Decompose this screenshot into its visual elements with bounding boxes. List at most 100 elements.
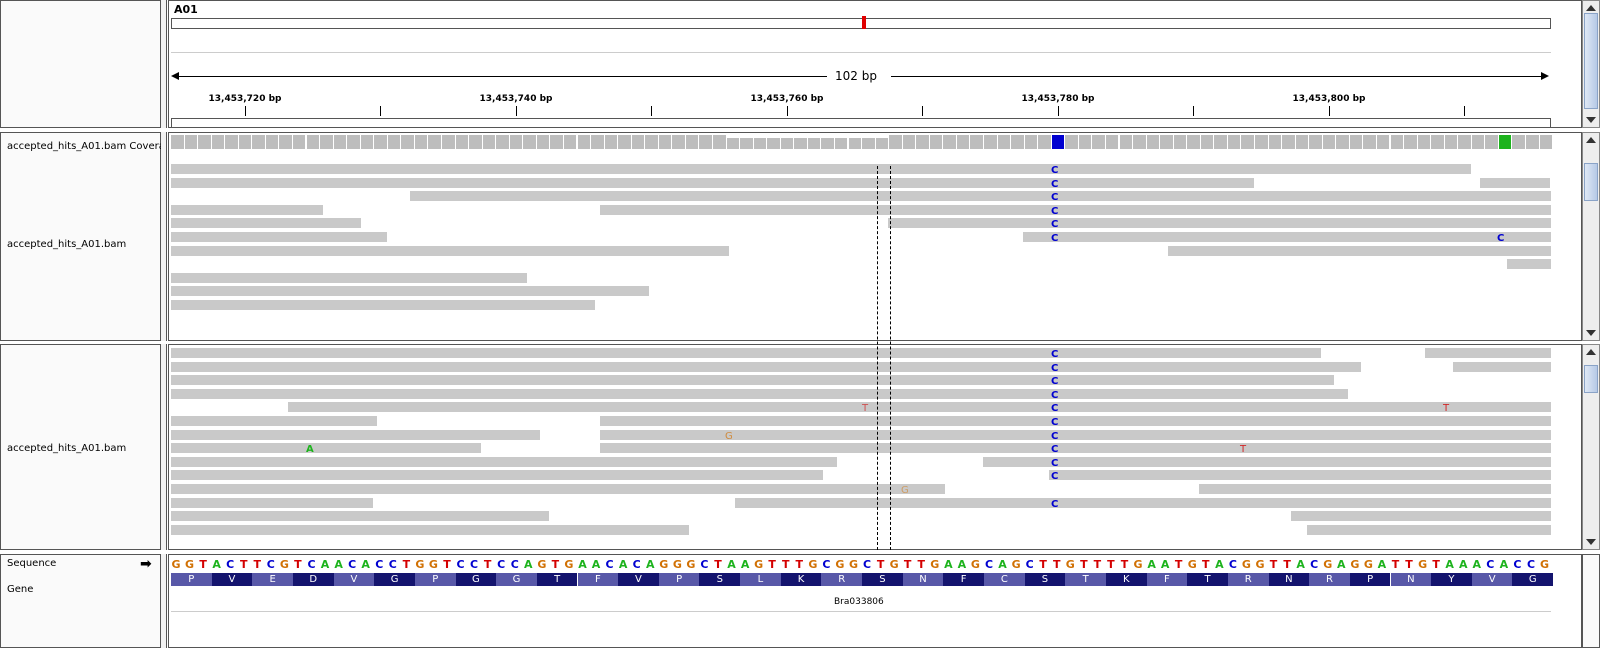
scroll-up-icon[interactable] [1586,349,1596,355]
coverage-bar [550,135,564,149]
tick [922,106,923,116]
coverage-bar [780,138,795,149]
sequence-base: G [970,558,980,571]
alignment-track-label-1[interactable]: accepted_hits_A01.bam [7,239,127,250]
tick [1193,106,1194,116]
sequence-base: T [1080,558,1088,571]
ruler-area[interactable]: A01 102 bp 13,453,720 bp 13,453,740 bp 1… [168,0,1582,128]
coverage-bar [238,135,253,149]
scroll-down-icon[interactable] [1586,539,1596,545]
sequence-base: C [1526,558,1536,571]
coverage-bar [265,135,280,149]
mismatch-base: C [1051,362,1059,374]
sequence-base: A [1472,558,1482,571]
coverage-bar [1282,135,1296,149]
chromosome-ideogram[interactable] [171,18,1551,29]
sequence-base: C [1310,558,1319,571]
sequence-base: T [1269,558,1278,571]
sequence-base: A [957,558,967,571]
alignment-track-label-2[interactable]: accepted_hits_A01.bam [7,443,127,454]
sequence-base: G [428,558,438,571]
aligned-read [1307,524,1551,535]
panel-divider[interactable] [161,132,167,341]
coverage-bar [1065,135,1079,149]
amino-acid: V [211,573,253,586]
coverage-bar [658,135,673,149]
aligned-read [1480,177,1550,188]
aligned-read [171,470,823,481]
scroll-thumb[interactable] [1584,13,1598,109]
panel-divider[interactable] [161,344,167,550]
coverage-bar [563,135,578,149]
scroll-up-icon[interactable] [1586,5,1596,11]
amino-acid: P [658,573,700,586]
sequence-base: A [1160,558,1170,571]
ruler-baseline-box [171,118,1551,127]
scroll-down-icon[interactable] [1586,330,1596,336]
ruler-scrollbar[interactable] [1582,0,1600,128]
coverage-bar [862,138,876,149]
mismatch-base: T [1443,403,1450,415]
aligned-read [171,388,1348,399]
sequence-base: G [848,558,859,571]
coverage-bar [713,135,727,149]
scroll-up-icon[interactable] [1586,137,1596,143]
panel-divider[interactable] [161,0,167,128]
scroll-thumb[interactable] [1584,163,1598,201]
coverage-bar [387,135,402,149]
aligned-read [1425,348,1551,358]
sequence-base: T [1093,558,1102,571]
coverage-bar [347,135,361,149]
strand-arrow-icon[interactable]: ➡ [140,556,152,572]
gene-separator [171,611,1551,612]
scroll-down-icon[interactable] [1586,117,1596,123]
alignment-scrollbar-1[interactable] [1582,132,1600,341]
aligned-read [171,361,1361,372]
gene-track-label[interactable]: Gene [7,584,34,595]
aligned-read [171,456,837,467]
aligned-read [888,218,1551,229]
amino-acid: G [496,573,537,586]
sequence-base: G [415,558,425,571]
aligned-read [600,416,1551,426]
coverage-bar [1526,135,1540,149]
coverage-bar [360,135,375,149]
sequence-base: A [524,558,533,571]
sequence-base: A [998,558,1007,571]
sequence-base: G [1011,558,1021,571]
alignment-scrollbar-2[interactable] [1582,344,1600,550]
aligned-read [171,177,1254,188]
sequence-base: C [470,558,479,571]
coverage-bar [834,138,849,149]
aligned-read [1291,511,1551,522]
mismatch-base: C [1051,219,1059,231]
sequence-base: G [185,558,195,571]
coverage-bar [1458,135,1472,149]
aligned-read [171,511,549,522]
sequence-base: A [1215,558,1224,571]
mismatch-base: C [1051,165,1059,176]
coverage-track-label[interactable]: accepted_hits_A01.bam Covera [7,141,165,152]
panel-divider[interactable] [161,554,167,648]
span-line-right [891,76,1541,77]
scroll-thumb[interactable] [1584,365,1598,393]
coverage-bar [306,135,321,149]
sequence-base: C [863,558,872,571]
coverage-bar [333,135,348,149]
coverage-bar [984,135,998,149]
coverage-bar [1539,135,1554,149]
coverage-track[interactable] [169,133,1581,153]
coverage-bar [1214,135,1228,149]
coverage-bar [1160,135,1174,149]
sequence-base: A [334,558,343,571]
coverage-bar [1349,135,1364,149]
sequence-base: G [659,558,669,571]
sequence-track-label[interactable]: Sequence [7,558,57,569]
coverage-bar [509,135,524,149]
tick [1058,106,1059,116]
sequence-base: T [1391,558,1400,571]
